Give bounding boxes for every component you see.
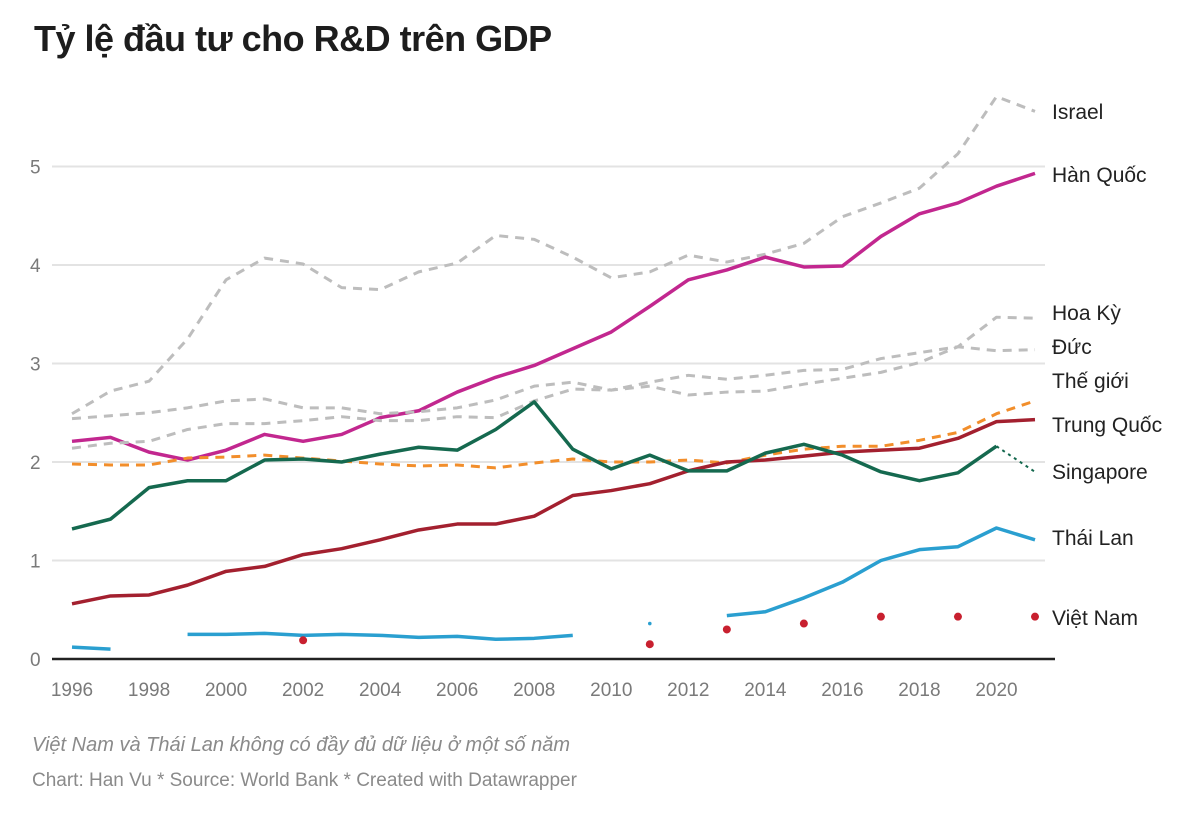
y-tick-label: 1 (30, 552, 41, 573)
series-label: Trung Quốc (1052, 414, 1162, 437)
gridlines (52, 165, 1055, 661)
x-tick-label: 1996 (51, 680, 93, 701)
series-đức (71, 345, 1036, 450)
series-label: Đức (1052, 336, 1092, 359)
chart-note: Việt Nam và Thái Lan không có đầy đủ dữ … (32, 734, 571, 756)
series-label: Việt Nam (1052, 607, 1138, 630)
series-labels: Israel Hàn Quốc Hoa Kỳ Đức Thế giới Trung Quố… (1052, 101, 1162, 630)
series-line (187, 631, 573, 642)
data-point (722, 625, 731, 634)
series-label: Israel (1052, 101, 1103, 124)
y-tick-label: 2 (30, 453, 41, 474)
x-tick-label: 2002 (282, 680, 324, 701)
x-tick-label: 2016 (821, 680, 863, 701)
data-point (876, 612, 885, 621)
y-tick-label: 5 (30, 158, 41, 179)
y-tick-label: 0 (30, 650, 41, 671)
series-group (71, 95, 1039, 651)
data-point (1031, 612, 1039, 621)
series-line (71, 645, 111, 651)
series-line (71, 417, 1036, 606)
x-tick-label: 2000 (205, 680, 247, 701)
series-hàn-quốc (71, 171, 1036, 462)
y-tick-label: 4 (30, 256, 41, 277)
series-label: Singapore (1052, 461, 1148, 484)
x-axis-ticks: 1996 1998 2000 2002 2004 2006 2008 2010 2012 2014… (51, 680, 1018, 701)
series-label: Thế giới (1052, 370, 1129, 393)
x-tick-label: 2012 (667, 680, 709, 701)
series-thế-giới (71, 399, 1036, 470)
series-thái-lan (71, 526, 1036, 651)
data-point (645, 640, 654, 649)
y-axis-ticks: 0 1 2 3 4 5 (30, 158, 41, 672)
data-point (299, 636, 308, 645)
data-point (799, 619, 808, 628)
x-tick-label: 2006 (436, 680, 478, 701)
series-label: Hoa Kỳ (1052, 302, 1121, 325)
series-line (71, 315, 1036, 421)
series-projection (995, 445, 1036, 473)
series-line (71, 345, 1036, 450)
series-label: Thái Lan (1052, 527, 1134, 550)
x-tick-label: 2020 (975, 680, 1017, 701)
x-tick-label: 2010 (590, 680, 632, 701)
data-point (648, 621, 652, 626)
series-line (726, 526, 1036, 618)
data-point (953, 612, 962, 621)
y-tick-label: 3 (30, 355, 41, 376)
x-tick-label: 1998 (128, 680, 170, 701)
series-hoa-kỳ (71, 315, 1036, 421)
chart-title: Tỷ lệ đầu tư cho R&D trên GDP (34, 18, 552, 59)
x-tick-label: 2008 (513, 680, 555, 701)
x-tick-label: 2014 (744, 680, 787, 701)
series-trung-quốc (71, 417, 1036, 606)
series-line (71, 399, 1036, 470)
series-line (71, 171, 1036, 462)
series-israel (71, 95, 1036, 416)
series-label: Hàn Quốc (1052, 164, 1147, 187)
series-line (71, 400, 998, 531)
x-tick-label: 2018 (898, 680, 940, 701)
series-singapore (71, 400, 1036, 531)
series-line (71, 95, 1036, 416)
chart-credit: Chart: Han Vu * Source: World Bank * Cre… (32, 770, 577, 791)
series-việt-nam (299, 612, 1039, 649)
x-tick-label: 2004 (359, 680, 402, 701)
